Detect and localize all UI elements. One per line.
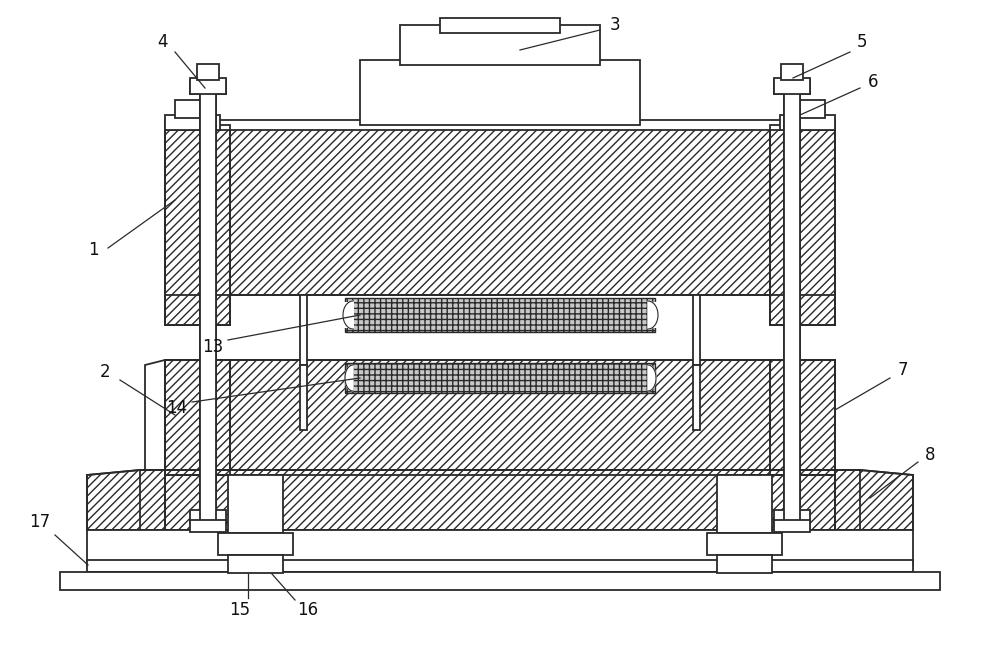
Text: 14: 14	[166, 399, 188, 417]
Bar	[781, 64, 803, 80]
Bar	[648, 302, 660, 328]
Bar	[190, 510, 226, 524]
Bar	[165, 115, 220, 130]
Polygon shape	[87, 470, 165, 530]
Bar	[175, 100, 210, 118]
Bar	[440, 18, 560, 33]
Bar	[774, 80, 810, 94]
Bar	[774, 520, 810, 532]
Bar	[300, 365, 307, 430]
Text: 16: 16	[297, 601, 319, 619]
Bar	[770, 360, 835, 475]
Bar	[770, 125, 835, 325]
Bar	[360, 60, 640, 125]
Polygon shape	[145, 360, 230, 475]
Bar	[165, 360, 230, 475]
Bar	[190, 80, 226, 94]
Polygon shape	[648, 365, 656, 391]
Bar	[165, 360, 230, 475]
Bar	[770, 125, 835, 325]
Polygon shape	[343, 301, 353, 329]
Text: 17: 17	[29, 513, 51, 531]
Bar	[717, 555, 772, 573]
Bar	[190, 520, 226, 532]
Bar	[140, 470, 860, 530]
Bar	[774, 78, 810, 94]
Bar	[400, 25, 600, 65]
Text: 1: 1	[88, 241, 98, 259]
Text: 13: 13	[202, 338, 224, 356]
Bar	[165, 125, 835, 295]
Text: 3: 3	[610, 16, 620, 34]
Bar	[345, 363, 655, 393]
Bar	[717, 475, 772, 533]
Polygon shape	[835, 470, 913, 530]
Bar	[165, 360, 835, 475]
Text: 15: 15	[229, 601, 251, 619]
Bar	[165, 120, 835, 130]
Text: 4: 4	[158, 33, 168, 51]
Bar	[770, 125, 835, 325]
Bar	[140, 470, 860, 530]
Bar	[200, 90, 216, 525]
Bar	[228, 555, 283, 573]
Bar	[693, 295, 700, 365]
Bar	[87, 530, 913, 565]
Bar	[780, 115, 835, 130]
Bar	[342, 302, 354, 328]
Bar	[165, 125, 230, 325]
Bar	[218, 533, 293, 555]
Bar	[228, 475, 283, 533]
Bar	[190, 78, 226, 94]
Bar	[165, 360, 835, 475]
Bar	[197, 64, 219, 80]
Text: 5: 5	[857, 33, 867, 51]
Text: 7: 7	[898, 361, 908, 379]
Bar	[693, 365, 700, 430]
Bar	[165, 125, 230, 325]
Bar	[200, 90, 216, 525]
Polygon shape	[345, 365, 353, 391]
Bar	[784, 90, 800, 525]
Bar	[770, 360, 835, 475]
Bar	[60, 572, 940, 590]
Bar	[165, 125, 835, 295]
Text: 2: 2	[100, 363, 110, 381]
Polygon shape	[648, 301, 658, 329]
Bar	[707, 533, 782, 555]
Bar	[784, 90, 800, 525]
Text: 6: 6	[868, 73, 878, 91]
Bar	[774, 510, 810, 524]
Bar	[300, 295, 307, 365]
Bar	[790, 100, 825, 118]
Bar	[165, 125, 230, 325]
Bar	[87, 560, 913, 572]
Text: 8: 8	[925, 446, 935, 464]
Bar	[345, 298, 655, 332]
